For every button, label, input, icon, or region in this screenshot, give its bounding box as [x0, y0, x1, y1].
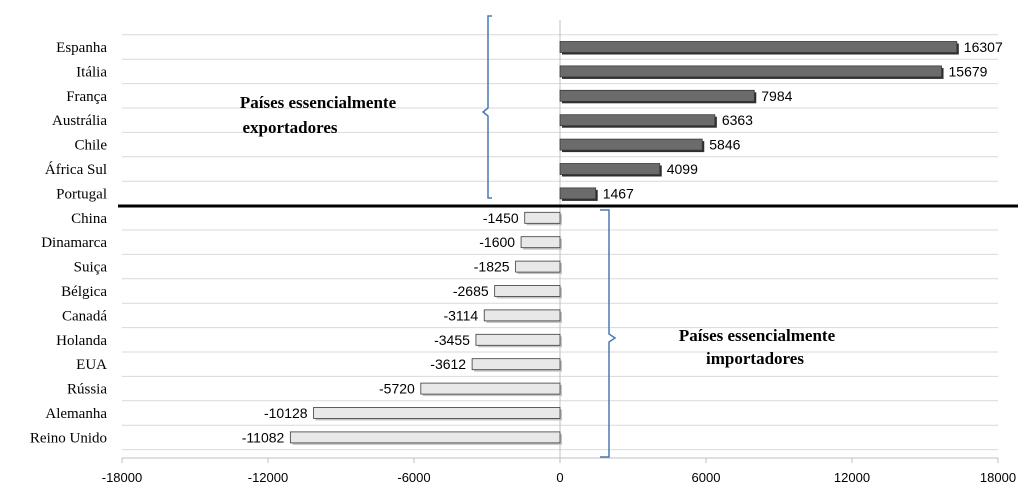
grid-lines: [122, 20, 998, 459]
bar: [559, 187, 597, 200]
bar: [475, 333, 561, 346]
category-label: Austrália: [52, 113, 107, 129]
bar: [559, 163, 661, 175]
data-label: -1450: [483, 210, 519, 226]
data-label: 16307: [964, 39, 1003, 55]
bar: [559, 138, 703, 151]
x-tick-label: 12000: [834, 470, 870, 485]
x-tick-label: -6000: [397, 470, 430, 485]
bar: [471, 358, 561, 371]
data-label: 1467: [603, 185, 634, 201]
category-label: Holanda: [56, 333, 107, 349]
data-label: 4099: [667, 161, 698, 177]
x-tick-label: 0: [556, 470, 563, 485]
category-label: Itália: [76, 64, 107, 80]
bar: [524, 211, 561, 224]
data-label: 15679: [949, 63, 988, 79]
annotation-exporters-line2: exportadores: [242, 118, 337, 137]
brace-importers: [600, 209, 617, 458]
category-label: Canadá: [62, 308, 107, 324]
category-label: Rússia: [67, 382, 107, 398]
bars: [289, 41, 959, 445]
category-labels: Espanha Itália França Austrália Chile África …: [30, 40, 107, 446]
data-label: 6363: [722, 112, 753, 128]
brace-exporters: [481, 15, 492, 199]
x-axis-ticks: -18000 -12000 -6000 0 6000 12000 18000: [102, 458, 1016, 485]
category-label: China: [71, 211, 107, 227]
data-label: -3114: [443, 307, 478, 323]
data-label: -3455: [434, 332, 470, 348]
bar: [483, 309, 561, 322]
data-label: 7984: [761, 88, 792, 104]
category-label: Alemanha: [45, 406, 107, 422]
category-label: Suiça: [74, 260, 108, 276]
annotation-exporters-line1: Países essencialmente: [240, 93, 397, 112]
bar: [494, 285, 561, 297]
x-tick-label: 6000: [692, 470, 721, 485]
category-label: Chile: [75, 138, 108, 154]
x-tick-label: 18000: [980, 470, 1016, 485]
data-label: -2685: [453, 283, 489, 299]
category-label: Portugal: [56, 186, 107, 202]
bar: [559, 65, 942, 78]
bar: [559, 89, 755, 102]
data-labels: 16307 15679 7984 6363 5846 4099 1467 -1450 -1600…: [242, 39, 1003, 445]
data-label: -5720: [379, 381, 415, 397]
data-label: 5846: [709, 137, 740, 153]
data-label: -1600: [479, 234, 515, 250]
data-label: -1825: [474, 259, 510, 275]
category-label: Espanha: [56, 40, 107, 56]
bar: [420, 382, 561, 395]
category-label: Dinamarca: [41, 235, 107, 251]
x-tick-label: -18000: [102, 470, 142, 485]
bar: [559, 41, 958, 53]
bar: [313, 407, 561, 419]
category-label: África Sul: [45, 161, 107, 178]
data-label: -3612: [430, 356, 466, 372]
bar: [289, 431, 561, 444]
bar: [515, 260, 561, 273]
data-label: -10128: [264, 405, 308, 421]
category-label: França: [66, 89, 107, 105]
annotation-importers-line1: Países essencialmente: [679, 326, 836, 345]
bar: [520, 236, 561, 249]
category-label: Reino Unido: [30, 430, 107, 446]
annotation-importers-line2: importadores: [706, 349, 804, 368]
category-label: EUA: [76, 357, 107, 373]
x-tick-label: -12000: [248, 470, 288, 485]
data-label: -11082: [242, 429, 285, 445]
bar: [559, 114, 716, 127]
category-label: Bélgica: [61, 284, 107, 300]
